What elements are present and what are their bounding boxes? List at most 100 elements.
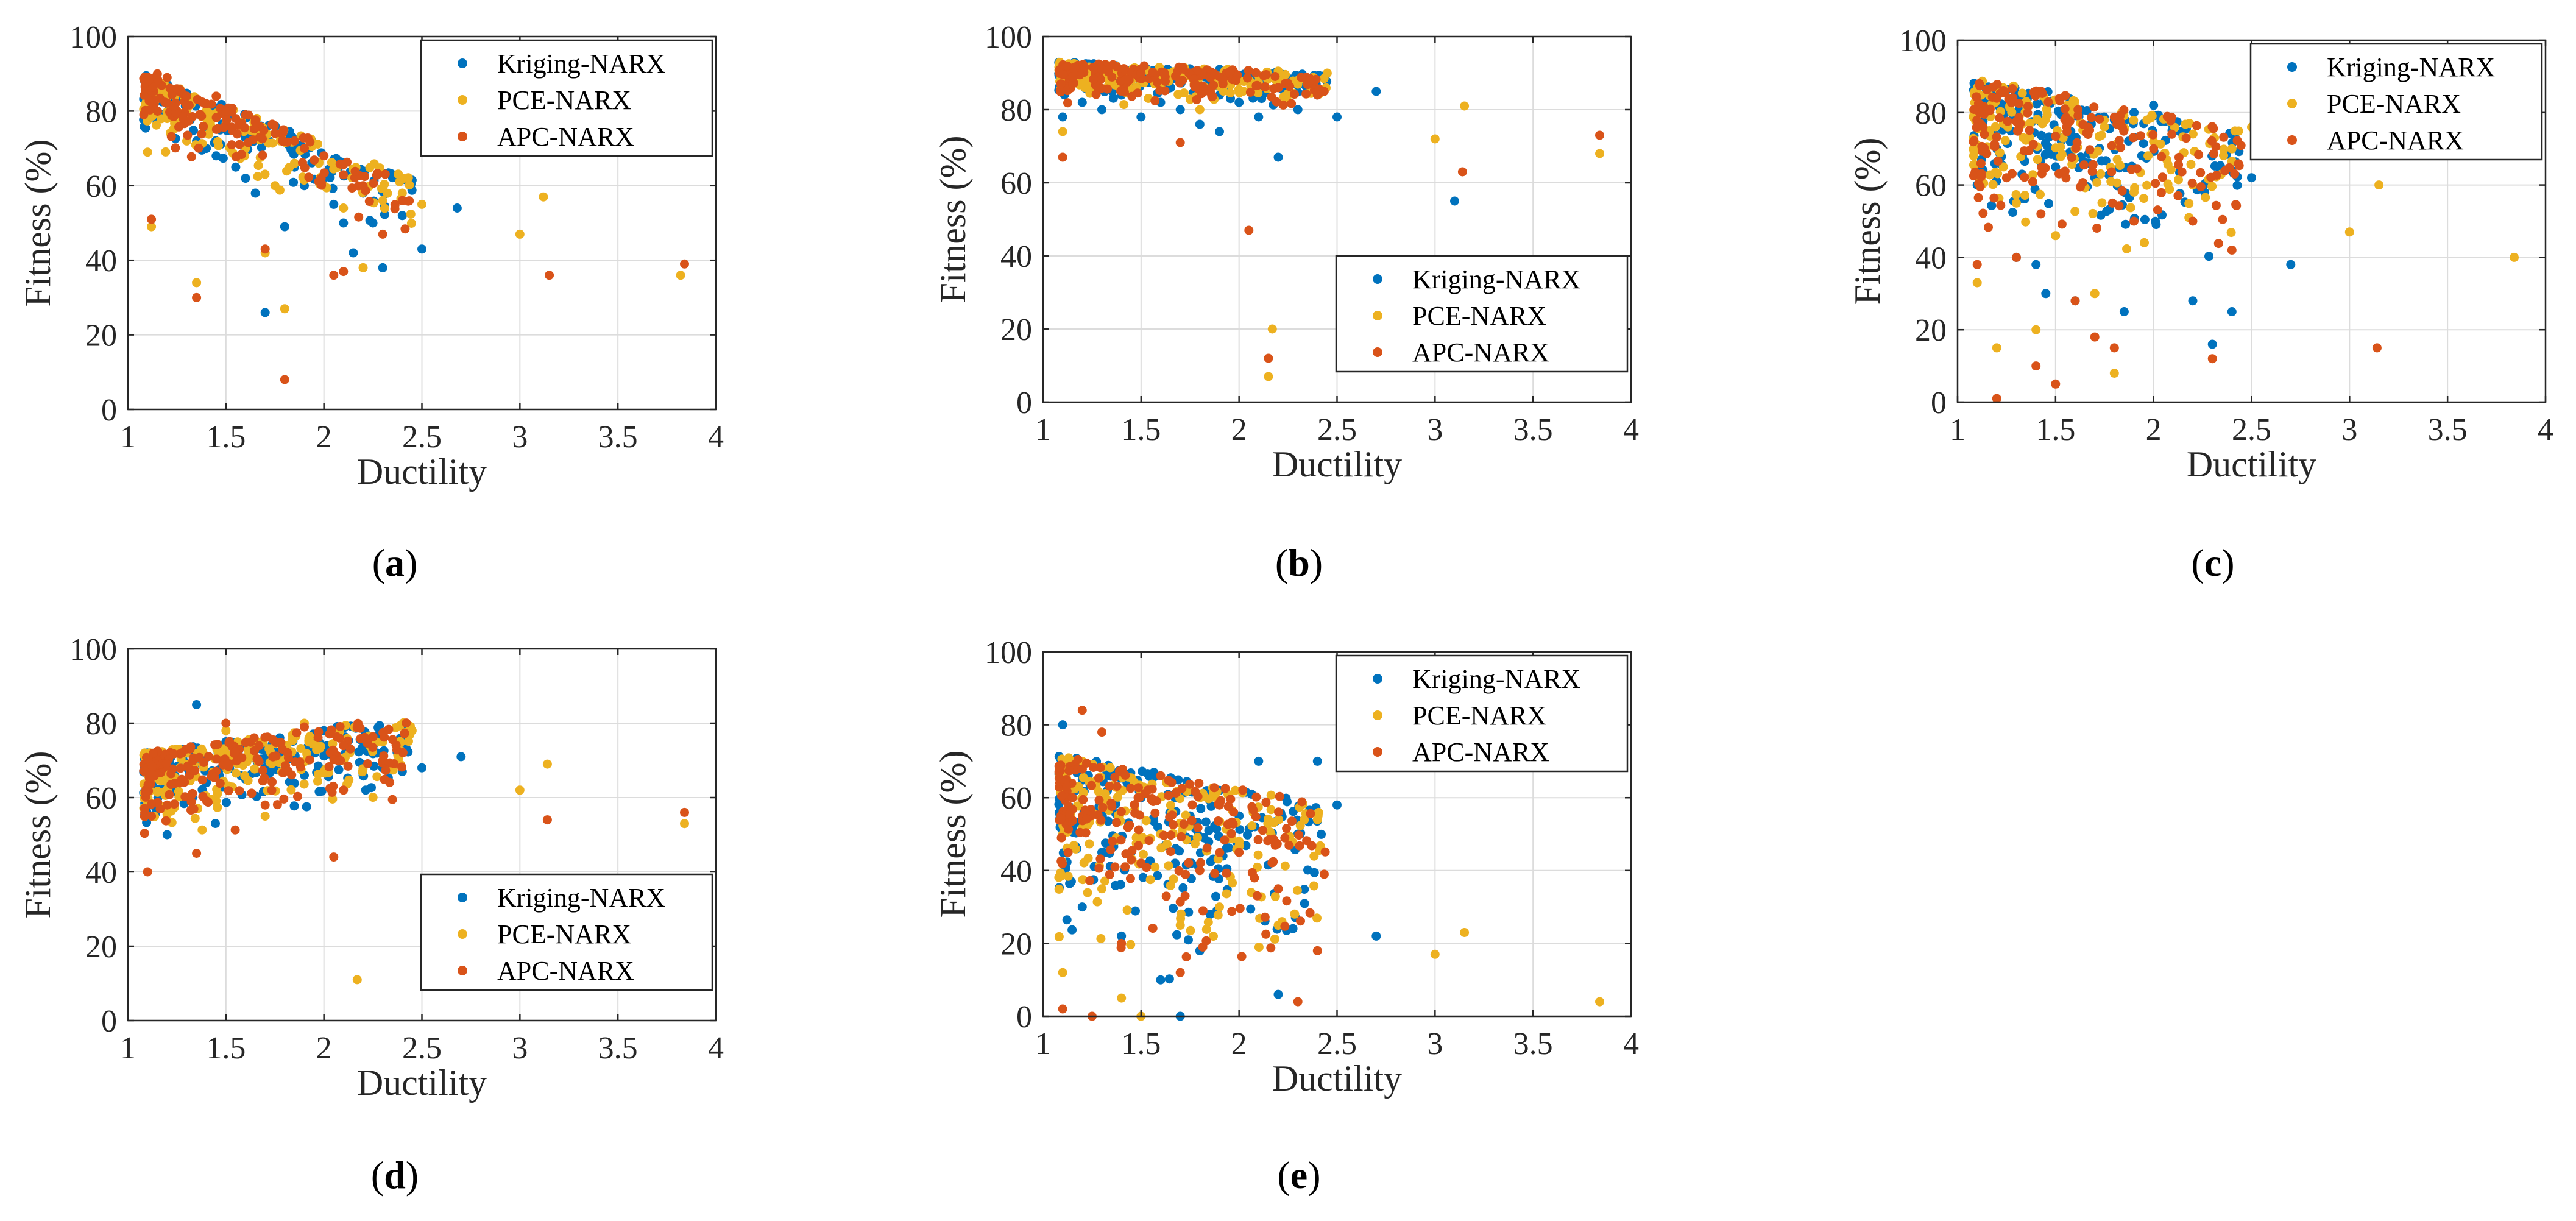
data-point [1105,869,1114,879]
data-point [1283,797,1292,807]
y-tick-label: 60 [1915,169,1947,203]
data-point [1117,938,1127,948]
data-point [1996,200,2006,210]
data-point [211,113,221,122]
data-point [2218,214,2227,224]
data-point [1116,807,1126,816]
data-point [2068,96,2078,105]
y-tick-label: 60 [1000,781,1032,816]
data-point [1266,790,1276,800]
data-point [1138,872,1148,882]
data-point [1127,846,1137,855]
x-tick-label: 4 [1623,1027,1639,1061]
data-point [2060,166,2070,176]
data-point [1190,82,1200,92]
data-point [1251,81,1261,91]
data-point [162,73,172,82]
data-point [1192,833,1202,843]
data-point [175,763,185,773]
data-point [2132,164,2142,174]
data-point [2087,113,2097,122]
data-point [147,812,157,821]
data-point [1064,766,1074,776]
data-point [2093,146,2103,156]
data-point [260,308,270,317]
data-point [1089,763,1099,772]
data-point [1234,88,1244,97]
data-point [2087,166,2097,176]
data-point [334,765,344,774]
data-point [2013,126,2022,136]
data-point [1312,946,1322,955]
data-point [1136,112,1146,122]
data-point [1159,830,1169,840]
data-point [1195,866,1205,876]
data-point [1185,94,1195,104]
data-point [2374,180,2384,190]
data-point [1253,835,1263,844]
y-tick-label: 0 [101,393,117,428]
y-tick-label: 20 [85,930,117,964]
data-point [1266,943,1276,953]
data-point [292,728,302,738]
legend-marker [458,58,467,68]
data-point [232,152,241,161]
x-tick-label: 2.5 [2232,412,2271,447]
data-point [160,97,170,107]
data-point [404,737,413,746]
data-point [2135,131,2145,141]
data-point [1280,861,1290,871]
data-point [1301,89,1311,99]
data-point [2057,150,2067,159]
data-point [1300,899,1309,908]
data-point [2097,156,2106,166]
data-point [1210,869,1220,879]
data-point [1993,157,2003,166]
data-point [1260,82,1270,91]
data-point [2028,170,2038,180]
data-point [2186,160,2196,169]
data-point [171,143,180,153]
data-point [1273,989,1283,999]
data-point [267,138,277,148]
data-point [378,263,387,272]
data-point [456,752,466,762]
data-point [1127,91,1137,101]
data-point [1167,810,1177,820]
y-tick-label: 80 [1000,709,1032,743]
data-point [1234,837,1244,846]
data-point [1112,62,1122,72]
data-point [152,69,162,79]
data-point [260,244,270,254]
x-tick-label: 3 [1427,1027,1443,1061]
data-point [324,762,334,771]
data-point [179,799,189,809]
data-point [378,229,387,239]
data-point [211,91,221,101]
data-point [1264,372,1273,381]
data-point [140,829,149,838]
data-point [1166,801,1175,810]
data-point [2107,141,2117,150]
data-point [143,76,152,86]
data-point [2023,102,2033,111]
data-point [1056,833,1066,843]
data-point [397,188,407,198]
data-point [1193,823,1203,833]
data-point [2043,97,2053,107]
data-point [381,766,391,775]
data-point [2088,160,2098,169]
data-point [2047,149,2056,159]
data-point [1290,90,1299,99]
data-point [2188,216,2198,226]
data-point [225,737,235,746]
data-point [1169,820,1178,829]
data-point [213,124,222,133]
legend-entry-kriging-narx: Kriging-NARX [1412,264,1580,294]
data-point [1254,756,1264,766]
x-axis-label: Ductility [2187,444,2316,484]
data-point [2236,141,2246,150]
data-point [2036,87,2046,96]
x-tick-label: 2 [316,1031,332,1066]
legend-entry-apc-narx: APC-NARX [1412,338,1549,367]
